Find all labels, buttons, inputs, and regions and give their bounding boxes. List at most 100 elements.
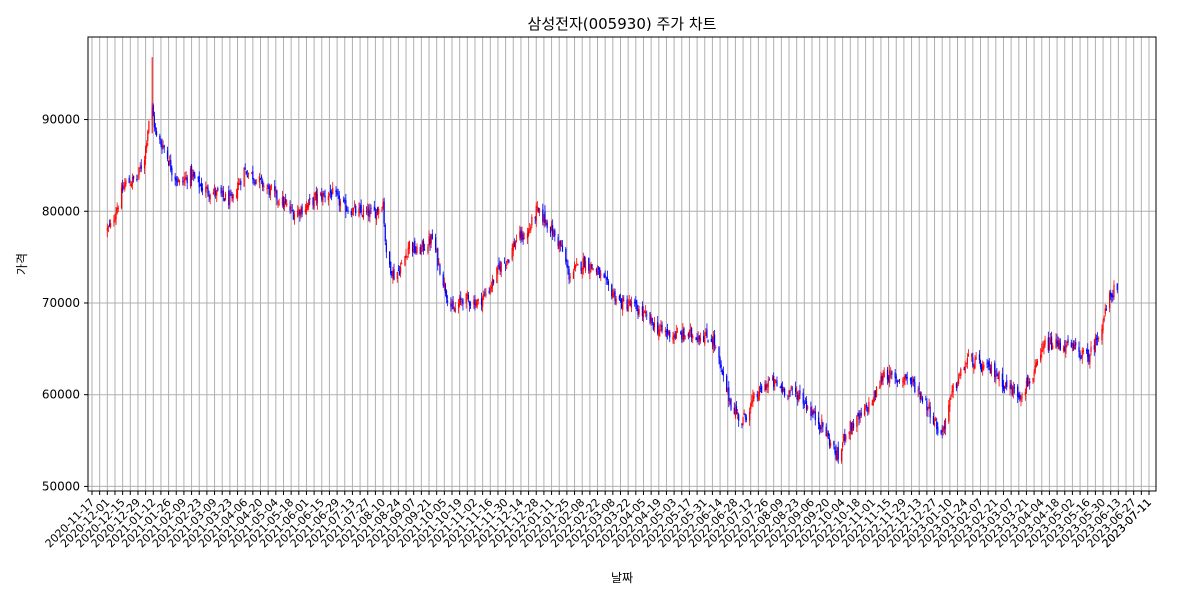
candle-down <box>651 317 653 324</box>
candle-up <box>521 231 523 240</box>
candle-down <box>825 426 827 437</box>
candle-down <box>499 266 501 272</box>
candle-up <box>406 256 408 258</box>
candle-down <box>557 237 559 247</box>
candle-up <box>704 335 706 344</box>
candle-down <box>122 185 124 192</box>
candle-down <box>282 197 285 207</box>
candle-up <box>966 358 968 364</box>
candle-up <box>871 403 873 405</box>
candle-up <box>659 329 661 331</box>
candle-up <box>113 220 115 222</box>
candle-up <box>362 209 364 218</box>
candle-down <box>822 422 824 427</box>
candle-down <box>567 265 569 269</box>
candle-down <box>886 369 889 380</box>
candle-up <box>600 273 602 276</box>
candle-up <box>627 305 629 312</box>
candle-up <box>482 297 484 307</box>
candle-down <box>231 196 233 199</box>
candle-down <box>820 427 822 430</box>
candle-down <box>267 185 269 187</box>
candle-down <box>665 331 668 333</box>
candle-up <box>699 337 701 342</box>
candle-up <box>178 180 181 183</box>
candle-down <box>776 380 778 386</box>
candle-up <box>221 190 223 193</box>
candle-down <box>850 422 852 431</box>
candle-up <box>316 194 319 204</box>
candle-up <box>753 393 755 399</box>
candle-up <box>169 159 171 164</box>
candle-up <box>269 187 271 195</box>
candle-down <box>513 242 515 247</box>
candle-down <box>894 372 896 378</box>
candle-down <box>434 237 437 251</box>
candle-down <box>646 314 648 316</box>
candle-down <box>857 412 859 416</box>
candle-up <box>950 394 952 396</box>
candle-up <box>459 297 461 305</box>
candle-up <box>912 380 914 382</box>
candle-up <box>840 449 843 462</box>
candle-up <box>1025 380 1028 393</box>
candle-down <box>128 177 130 184</box>
candle-down <box>741 423 743 425</box>
candle-up <box>813 410 815 414</box>
candle-up <box>1044 339 1046 345</box>
candle-down <box>467 294 470 299</box>
candle-up <box>125 180 127 185</box>
candle-down <box>844 434 846 441</box>
candle-up <box>332 187 334 195</box>
candle-up <box>836 450 838 461</box>
candle-up <box>293 214 296 220</box>
candle-down <box>860 412 862 416</box>
candle-up <box>882 376 884 381</box>
candle-down <box>988 361 990 368</box>
candle-down <box>1075 342 1077 346</box>
candle-down <box>972 357 974 367</box>
candle-down <box>637 309 639 316</box>
candle-up <box>676 331 678 333</box>
candle-up <box>1065 344 1067 354</box>
candle-up <box>1033 372 1035 377</box>
candle-up <box>277 201 279 203</box>
candle-down <box>657 322 659 334</box>
candle-up <box>697 336 699 343</box>
candle-up <box>842 442 844 447</box>
candle-down <box>108 224 111 226</box>
candle-up <box>660 324 662 328</box>
candle-down <box>773 376 775 387</box>
candle-down <box>955 383 958 388</box>
candle-up <box>920 395 923 397</box>
candle-up <box>143 160 146 169</box>
candle-up <box>1104 308 1106 315</box>
candle-down <box>619 300 622 302</box>
candle-up <box>757 396 759 400</box>
candle-up <box>1052 345 1054 349</box>
candle-up <box>951 391 953 395</box>
candle-down <box>580 262 582 271</box>
candle-down <box>508 259 510 263</box>
candle-down <box>444 284 447 294</box>
candle-up <box>851 423 854 431</box>
candle-down <box>559 240 561 246</box>
candle-down <box>437 248 439 266</box>
candle-up <box>807 405 809 410</box>
candle-up <box>300 208 302 213</box>
candle-down <box>881 375 883 382</box>
candle-down <box>896 380 898 383</box>
candle-up <box>290 207 292 209</box>
candle-up <box>405 253 407 258</box>
candle-down <box>719 358 721 366</box>
candle-up <box>131 176 134 185</box>
candle-up <box>873 391 875 402</box>
candle-down <box>997 377 999 379</box>
candle-down <box>707 340 709 342</box>
candle-down <box>194 175 196 179</box>
candle-up <box>1049 338 1052 344</box>
candle-up <box>664 330 666 333</box>
candle-up <box>184 177 186 181</box>
candle-down <box>200 182 203 191</box>
candle-down <box>176 180 178 183</box>
